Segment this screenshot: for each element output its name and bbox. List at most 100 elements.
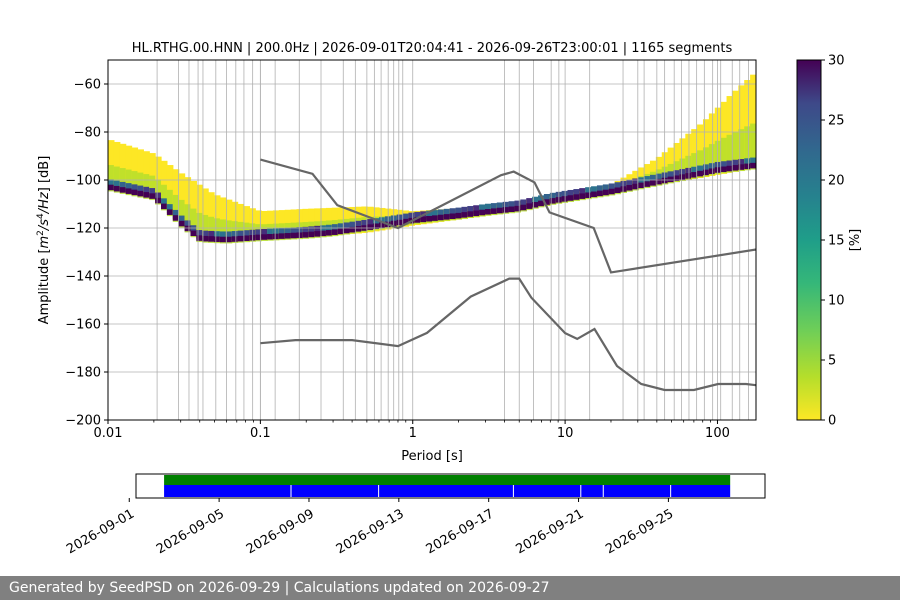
heatmap-cell (443, 208, 451, 218)
heatmap-cell (119, 143, 127, 192)
heatmap-cell (208, 230, 215, 240)
y-axis: −60 −80 −100 −120 −140 −160 −180 −200 (65, 78, 108, 429)
heatmap-cell (738, 164, 745, 170)
heatmap-cell (178, 220, 186, 227)
heatmap-cell (373, 218, 380, 228)
heatmap-cell (620, 186, 627, 192)
heatmap-cell (378, 222, 386, 229)
heatmap-cell (137, 149, 144, 196)
heatmap-cell (373, 223, 380, 229)
heatmap-cell (219, 231, 227, 241)
heatmap-cell (131, 189, 139, 196)
heatmap-cell (343, 227, 351, 234)
heatmap-cell (161, 198, 168, 208)
colorbar (796, 59, 822, 421)
heatmap-cell (267, 228, 274, 238)
heatmap-cell (520, 204, 527, 211)
noise-models (260, 158, 756, 392)
heatmap-cell (526, 198, 533, 207)
heatmap-cell (396, 214, 404, 224)
heatmap-cell (514, 205, 521, 212)
heatmap-cell (485, 209, 492, 215)
psd-heatmap (108, 74, 756, 244)
heatmap-cell (538, 200, 545, 207)
heatmap-cell (514, 200, 521, 210)
heatmap-cell (596, 190, 604, 197)
footer-text: Generated by SeedPSD on 2026-09-29 | Cal… (9, 580, 550, 596)
heatmap-cell (479, 209, 486, 216)
colorbar-tick-label: 20 (828, 174, 845, 189)
heatmap-cell (679, 169, 686, 178)
heatmap-cell (714, 161, 722, 171)
heatmap-cell (255, 229, 262, 239)
heatmap-cell (426, 210, 433, 220)
data-availability-timeline: 2026-09-01 2026-09-05 2026-09-09 2026-09-13… (64, 473, 766, 558)
heatmap-cell (649, 174, 657, 184)
heatmap-cell (726, 165, 734, 172)
heatmap-cell (231, 231, 239, 240)
x-tick-label: 1 (409, 426, 417, 441)
heatmap-cell (272, 233, 280, 240)
heatmap-cell (738, 85, 745, 171)
timeline-date-label: 2026-09-05 (154, 507, 227, 558)
heatmap-cell (479, 204, 486, 214)
y-tick-label: −120 (65, 222, 101, 237)
heatmap-cell (178, 173, 186, 227)
colorbar-tick-label: 10 (828, 294, 845, 309)
heatmap-cell (602, 184, 610, 194)
heatmap-cell (750, 157, 756, 167)
heatmap-cell (408, 212, 415, 222)
heatmap-cell (685, 173, 692, 179)
x-tick-label: 0.1 (250, 426, 271, 441)
heatmap-cell (108, 140, 115, 188)
heatmap-cell (337, 228, 345, 235)
heatmap-cell (455, 207, 463, 217)
heatmap-cell (325, 224, 333, 234)
heatmap-cell (691, 166, 698, 176)
heatmap-cell (744, 126, 751, 171)
colorbar-label: [%] (848, 229, 863, 252)
colorbar-tick-label: 30 (828, 54, 845, 69)
heatmap-cell (744, 80, 751, 170)
y-tick-label: −100 (65, 174, 101, 189)
timeline-date-label: 2026-09-25 (603, 507, 676, 558)
heatmap-cell (355, 220, 362, 230)
timeline-date-label: 2026-09-13 (334, 507, 407, 558)
heatmap-cell (667, 171, 675, 181)
heatmap-cell (314, 231, 321, 237)
heatmap-cell (190, 230, 197, 237)
heatmap-cell (143, 174, 150, 199)
heatmap-cell (314, 225, 321, 235)
heatmap-cell (420, 216, 427, 223)
heatmap-cell (113, 166, 121, 193)
timeline-date-label: 2026-09-09 (244, 507, 317, 558)
heatmap-cell (655, 173, 663, 183)
y-tick-label: −180 (65, 366, 101, 381)
heatmap-cell (697, 165, 704, 175)
heatmap-cell (508, 206, 516, 213)
heatmap-cell (155, 192, 162, 202)
heatmap-cell (108, 184, 115, 191)
heatmap-cell (308, 226, 315, 236)
heatmap-cell (538, 195, 545, 205)
heatmap-cell (449, 213, 457, 220)
heatmap-cell (502, 201, 510, 211)
heatmap-cell (325, 230, 333, 236)
plot-frame (107, 59, 757, 421)
heatmap-cell (208, 192, 215, 241)
heatmap-cell (620, 180, 627, 190)
heatmap-cell (750, 74, 756, 169)
heatmap-cell (732, 165, 739, 171)
heatmap-cell (131, 184, 139, 194)
heatmap-cell (702, 147, 710, 177)
heatmap-cell (202, 214, 209, 243)
x-tick-label: 10 (557, 426, 574, 441)
heatmap-cell (137, 190, 144, 197)
heatmap-cell (720, 137, 728, 174)
timeline-date-label: 2026-09-21 (513, 507, 586, 558)
heatmap-cell (367, 224, 374, 230)
heatmap-cell (302, 232, 309, 238)
heatmap-cell (184, 177, 192, 229)
heatmap-cell (632, 183, 639, 190)
heatmap-cell (426, 215, 433, 222)
